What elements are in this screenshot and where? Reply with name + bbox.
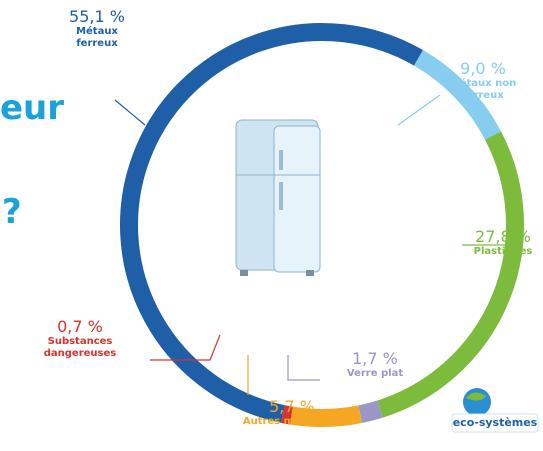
category-label: Substances dangereuses xyxy=(20,336,140,359)
category-label: Plastiques xyxy=(448,246,543,258)
category-label: Verre plat xyxy=(330,368,420,380)
value-label: 27,8 % xyxy=(448,228,543,246)
segment-label: 55,1 %Métaux ferreux xyxy=(62,8,132,49)
value-label: 9,0 % xyxy=(428,60,538,78)
segment-label: 0,7 %Substances dangereuses xyxy=(20,318,140,359)
value-label: 0,7 % xyxy=(20,318,140,336)
segment-label: 5,7 %Autres matériaux xyxy=(212,398,372,428)
value-label: 1,7 % xyxy=(330,350,420,368)
value-label: 55,1 % xyxy=(62,8,132,26)
segment-label: 1,7 %Verre plat xyxy=(330,350,420,380)
fridge-icon xyxy=(236,120,320,276)
page: eco-systèmes eur ? (() => { const data =… xyxy=(0,0,543,451)
title-fragment: ? xyxy=(2,192,22,232)
logo: eco-systèmes xyxy=(452,388,538,432)
title-fragment: eur xyxy=(0,88,64,128)
category-label: Métaux non ferreux xyxy=(428,78,538,101)
segment-label: 27,8 %Plastiques xyxy=(448,228,543,258)
value-label: 5,7 % xyxy=(212,398,372,416)
category-label: Autres matériaux xyxy=(212,416,372,428)
category-label: Métaux ferreux xyxy=(62,26,132,49)
logo-text: eco-systèmes xyxy=(453,416,538,429)
segment-label: 9,0 %Métaux non ferreux xyxy=(428,60,538,101)
